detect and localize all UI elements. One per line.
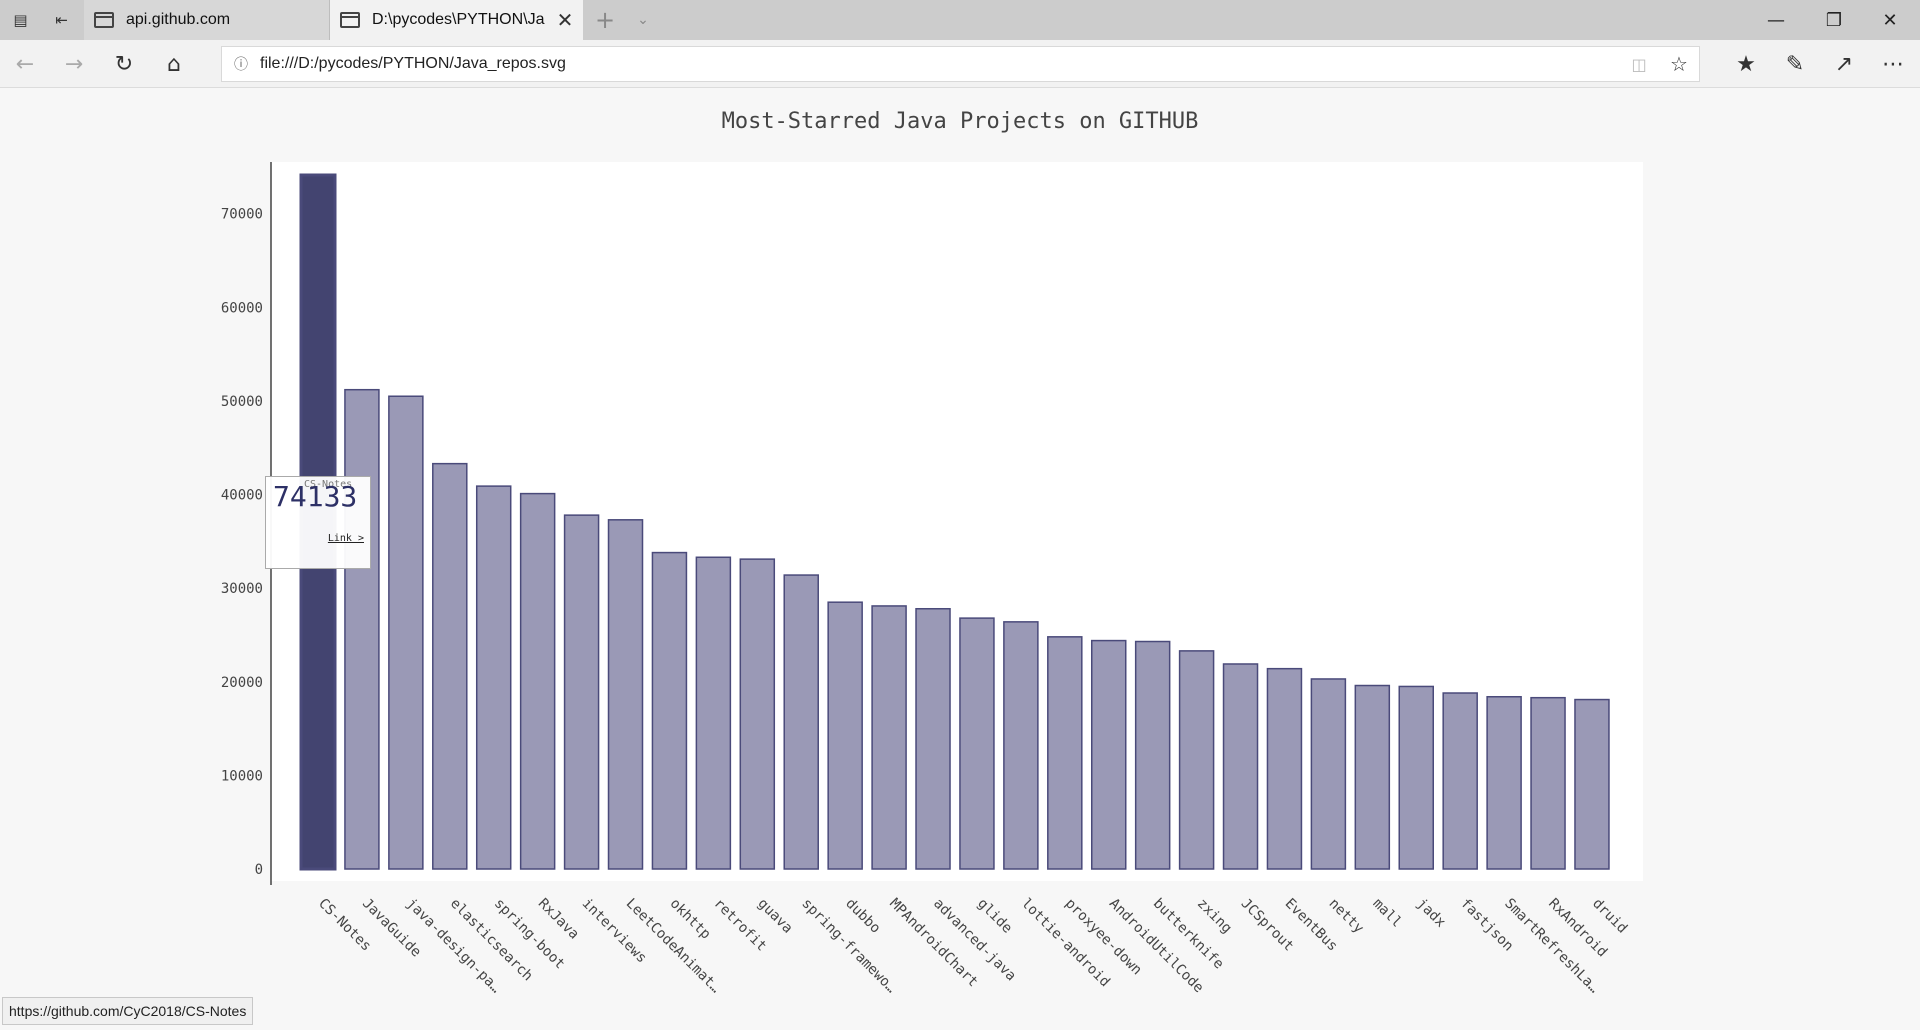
page-icon	[340, 12, 360, 28]
x-tick-label: zxing	[1194, 896, 1235, 937]
favorite-star-icon[interactable]: ☆	[1670, 52, 1688, 76]
y-tick-label: 50000	[221, 394, 263, 410]
x-tick-label: elasticsearch	[447, 896, 536, 985]
bar-java-design-pa-[interactable]	[388, 395, 424, 870]
bar-leetcodeanimat-[interactable]	[607, 519, 644, 870]
set-tabs-aside-icon[interactable]: ⇤	[55, 11, 68, 29]
bar-rxjava[interactable]	[519, 492, 556, 870]
y-tick-label: 30000	[221, 581, 263, 597]
chevron-down-icon[interactable]: ⌄	[637, 12, 649, 28]
x-tick-label: guava	[754, 896, 795, 937]
more-icon[interactable]: ⋯	[1882, 51, 1904, 77]
bar-advanced-java[interactable]	[915, 607, 951, 870]
bar-zxing[interactable]	[1178, 650, 1215, 870]
address-url[interactable]: file:///D:/pycodes/PYTHON/Java_repos.svg	[260, 55, 566, 72]
tab-api-github[interactable]: api.github.com	[84, 0, 330, 40]
page-content: Most-Starred Java Projects on GITHUB 0 10…	[0, 89, 1920, 1030]
pen-icon[interactable]: ✎	[1785, 51, 1805, 77]
close-window-icon[interactable]: ✕	[1882, 9, 1898, 31]
tooltip-link[interactable]: Link >	[327, 533, 364, 544]
back-icon[interactable]: ←	[15, 51, 35, 77]
tab-strip: ▤ ⇤ api.github.com D:\pycodes\PYTHON\Ja …	[0, 0, 1920, 40]
new-tab-icon[interactable]: +	[594, 6, 616, 34]
close-tab-icon[interactable]: ✕	[556, 9, 574, 32]
info-icon[interactable]: ⓘ	[234, 57, 248, 73]
bar-dubbo[interactable]	[827, 601, 863, 870]
y-tick-label: 40000	[221, 488, 263, 504]
bar-retrofit[interactable]	[695, 556, 732, 870]
bar-spring-boot[interactable]	[475, 485, 512, 870]
bar-druid[interactable]	[1574, 698, 1610, 870]
bar-mpandroidchart[interactable]	[871, 605, 907, 870]
bar-fastjson[interactable]	[1442, 692, 1478, 870]
tab-title: api.github.com	[126, 11, 231, 28]
navigation-bar: ← → ↻ ⌂ ⓘ file:///D:/pycodes/PYTHON/Java…	[0, 40, 1920, 88]
tab-java-repos-svg[interactable]: D:\pycodes\PYTHON\Ja ✕	[330, 0, 583, 40]
x-tick-label: druid	[1589, 896, 1630, 937]
bar-guava[interactable]	[739, 558, 776, 870]
y-tick-label: 0	[255, 862, 263, 878]
bar-butterknife[interactable]	[1134, 640, 1171, 870]
refresh-icon[interactable]: ↻	[114, 51, 134, 77]
bar-interviews[interactable]	[563, 514, 600, 870]
x-tick-label: glide	[974, 896, 1015, 937]
bar-jadx[interactable]	[1398, 685, 1434, 870]
tooltip: CS-Notes 74133 Link >	[265, 476, 371, 569]
bar-okhttp[interactable]	[651, 551, 688, 870]
bar-lottie-android[interactable]	[1003, 621, 1039, 870]
bar-glide[interactable]	[959, 617, 995, 870]
bar-eventbus[interactable]	[1266, 667, 1303, 870]
tab-title: D:\pycodes\PYTHON\Ja	[372, 11, 545, 28]
bar-javaguide[interactable]	[344, 388, 380, 870]
home-icon[interactable]: ⌂	[167, 51, 181, 77]
bar-rxandroid[interactable]	[1530, 696, 1566, 870]
bar-jcsprout[interactable]	[1222, 663, 1259, 870]
bar-mall[interactable]	[1354, 684, 1391, 870]
bar-proxyee-down[interactable]	[1047, 636, 1083, 870]
bar-chart: 0 10000 20000 30000 40000 50000 60000 70000 CS-N…	[221, 162, 1643, 996]
x-tick-label: jadx	[1413, 896, 1448, 931]
restore-icon[interactable]: ❐	[1825, 9, 1843, 31]
minimize-icon[interactable]: —	[1767, 9, 1785, 31]
x-tick-label: advanced-java	[930, 896, 1019, 985]
bar-spring-framewo-[interactable]	[783, 574, 819, 870]
chart-title: Most-Starred Java Projects on GITHUB	[721, 109, 1199, 134]
status-bar-url: https://github.com/CyC2018/CS-Notes	[2, 997, 254, 1025]
y-tick-label: 10000	[221, 768, 263, 784]
tooltip-name: CS-Notes	[304, 479, 353, 490]
bar-smartrefreshla-[interactable]	[1486, 695, 1522, 870]
x-tick-label: proxyee-down	[1062, 896, 1145, 979]
forward-icon[interactable]: →	[64, 51, 84, 77]
y-tick-label: 70000	[221, 207, 263, 223]
share-icon[interactable]: ↗	[1834, 51, 1854, 77]
y-tick-label: 20000	[221, 675, 263, 691]
favorites-icon[interactable]: ★	[1736, 51, 1756, 77]
tooltip-value: 74133	[273, 480, 358, 513]
page-icon	[94, 12, 114, 28]
tab-actions-icon[interactable]: ▤	[13, 11, 28, 29]
x-tick-label: dubbo	[842, 896, 883, 937]
bar-androidutilcode[interactable]	[1090, 639, 1127, 870]
bar-netty[interactable]	[1310, 678, 1347, 870]
y-tick-label: 60000	[221, 300, 263, 316]
address-bar[interactable]: ⓘ file:///D:/pycodes/PYTHON/Java_repos.s…	[221, 46, 1700, 82]
bar-elasticsearch[interactable]	[432, 462, 468, 870]
x-tick-label: netty	[1326, 896, 1367, 937]
reading-view-icon[interactable]: ◫	[1631, 54, 1647, 74]
x-tick-label: mall	[1369, 896, 1404, 931]
